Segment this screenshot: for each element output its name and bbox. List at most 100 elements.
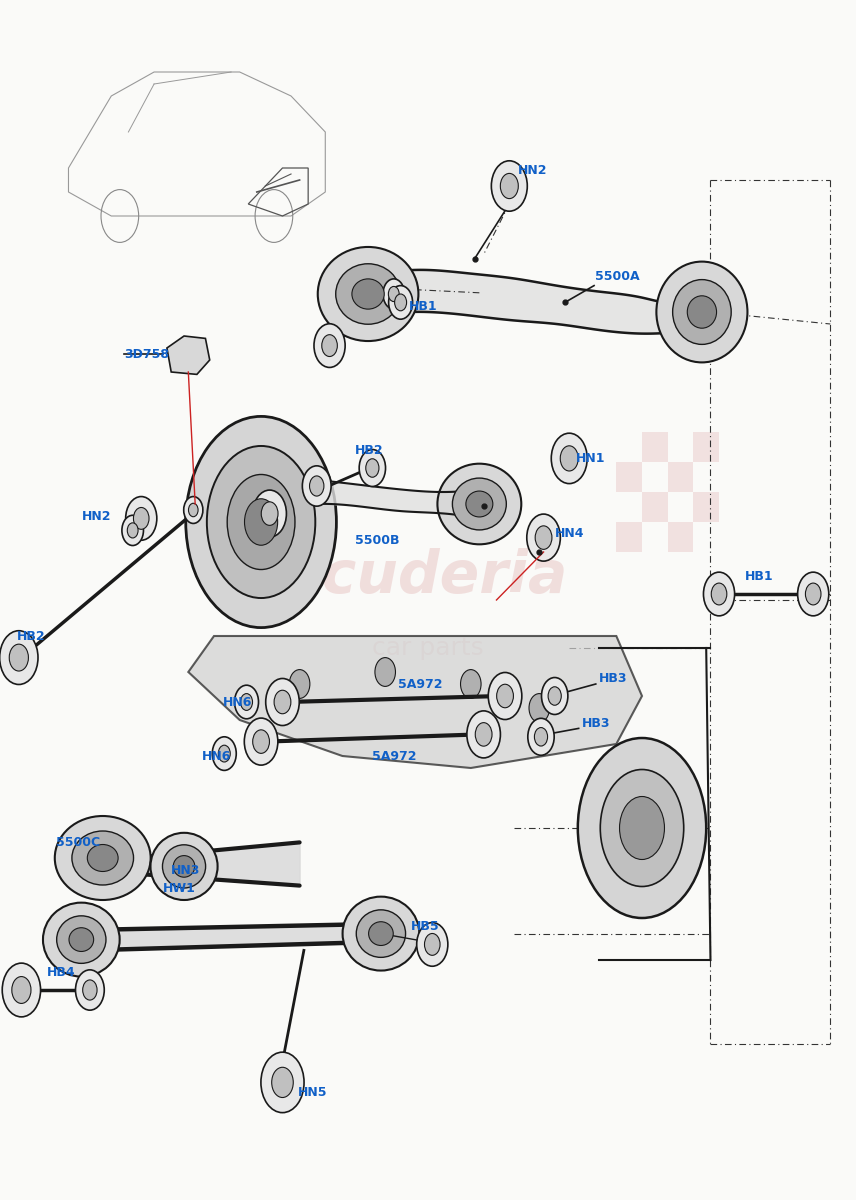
Circle shape [383, 278, 405, 310]
Text: HN5: HN5 [298, 1086, 327, 1098]
Text: HN2: HN2 [518, 164, 547, 176]
Polygon shape [167, 336, 210, 374]
Circle shape [244, 718, 278, 766]
Circle shape [227, 474, 295, 570]
Circle shape [488, 672, 522, 720]
Ellipse shape [173, 856, 195, 877]
Circle shape [289, 670, 310, 698]
Circle shape [75, 970, 104, 1010]
Text: HB1: HB1 [409, 300, 437, 312]
Text: HN4: HN4 [555, 528, 584, 540]
Bar [693, 492, 719, 522]
Bar [693, 432, 719, 462]
Ellipse shape [87, 845, 118, 871]
Text: 5A972: 5A972 [398, 678, 443, 690]
Text: HN1: HN1 [576, 452, 605, 464]
Circle shape [9, 644, 28, 671]
Circle shape [134, 508, 149, 529]
Circle shape [235, 685, 259, 719]
Circle shape [620, 797, 664, 859]
Ellipse shape [72, 830, 134, 886]
Circle shape [360, 450, 385, 486]
Circle shape [389, 286, 413, 319]
Circle shape [186, 416, 336, 628]
Text: 5500B: 5500B [355, 534, 400, 546]
Ellipse shape [56, 916, 106, 964]
Circle shape [542, 678, 568, 714]
Circle shape [529, 694, 550, 722]
Circle shape [535, 526, 552, 550]
Ellipse shape [352, 278, 384, 310]
Ellipse shape [163, 845, 205, 888]
Ellipse shape [342, 896, 419, 971]
Circle shape [218, 745, 230, 762]
Circle shape [600, 769, 684, 887]
Circle shape [302, 466, 331, 506]
Circle shape [395, 294, 407, 311]
Ellipse shape [657, 262, 747, 362]
Circle shape [496, 684, 514, 708]
Circle shape [12, 977, 31, 1003]
Circle shape [389, 287, 399, 301]
Text: HB4: HB4 [47, 966, 75, 978]
Circle shape [526, 514, 561, 562]
Ellipse shape [336, 264, 401, 324]
Circle shape [711, 583, 727, 605]
Text: HB1: HB1 [745, 570, 773, 582]
Text: 5A972: 5A972 [372, 750, 417, 762]
Circle shape [241, 694, 253, 710]
Circle shape [274, 690, 291, 714]
Circle shape [704, 572, 734, 616]
Circle shape [126, 497, 157, 540]
Text: HB2: HB2 [355, 444, 383, 456]
Circle shape [548, 686, 562, 706]
Circle shape [551, 433, 587, 484]
Ellipse shape [673, 280, 731, 344]
Text: 5500C: 5500C [56, 836, 100, 848]
Text: HB5: HB5 [411, 920, 439, 932]
Circle shape [310, 476, 324, 496]
Circle shape [322, 335, 337, 356]
Circle shape [375, 658, 395, 686]
Circle shape [83, 980, 97, 1000]
Text: car parts: car parts [372, 636, 484, 660]
Circle shape [188, 503, 198, 517]
Circle shape [261, 502, 278, 526]
Text: HN3: HN3 [171, 864, 200, 876]
Ellipse shape [318, 247, 419, 341]
Text: HN6: HN6 [223, 696, 253, 708]
Text: HN6: HN6 [202, 750, 231, 762]
Circle shape [417, 923, 448, 966]
Polygon shape [188, 636, 642, 768]
Circle shape [560, 445, 579, 470]
Circle shape [500, 174, 518, 198]
Ellipse shape [369, 922, 393, 946]
Ellipse shape [151, 833, 217, 900]
Circle shape [184, 497, 203, 523]
Text: HB2: HB2 [17, 630, 45, 642]
Circle shape [491, 161, 527, 211]
Bar [616, 462, 642, 492]
Ellipse shape [466, 491, 493, 517]
Ellipse shape [453, 478, 507, 530]
Circle shape [805, 583, 821, 605]
Ellipse shape [55, 816, 151, 900]
Text: HB3: HB3 [599, 672, 627, 684]
Circle shape [261, 1052, 304, 1112]
Bar [668, 462, 693, 492]
Bar [616, 522, 642, 552]
Circle shape [271, 1067, 294, 1098]
Text: HW1: HW1 [163, 882, 195, 894]
Text: 3D758: 3D758 [124, 348, 169, 360]
Circle shape [128, 523, 138, 538]
Text: HB3: HB3 [582, 718, 610, 730]
Circle shape [467, 710, 501, 758]
Circle shape [366, 458, 379, 478]
Circle shape [528, 719, 554, 755]
Ellipse shape [687, 295, 716, 328]
Ellipse shape [69, 928, 93, 952]
Circle shape [475, 722, 492, 746]
Bar [668, 522, 693, 552]
Circle shape [3, 964, 40, 1016]
Circle shape [798, 572, 829, 616]
